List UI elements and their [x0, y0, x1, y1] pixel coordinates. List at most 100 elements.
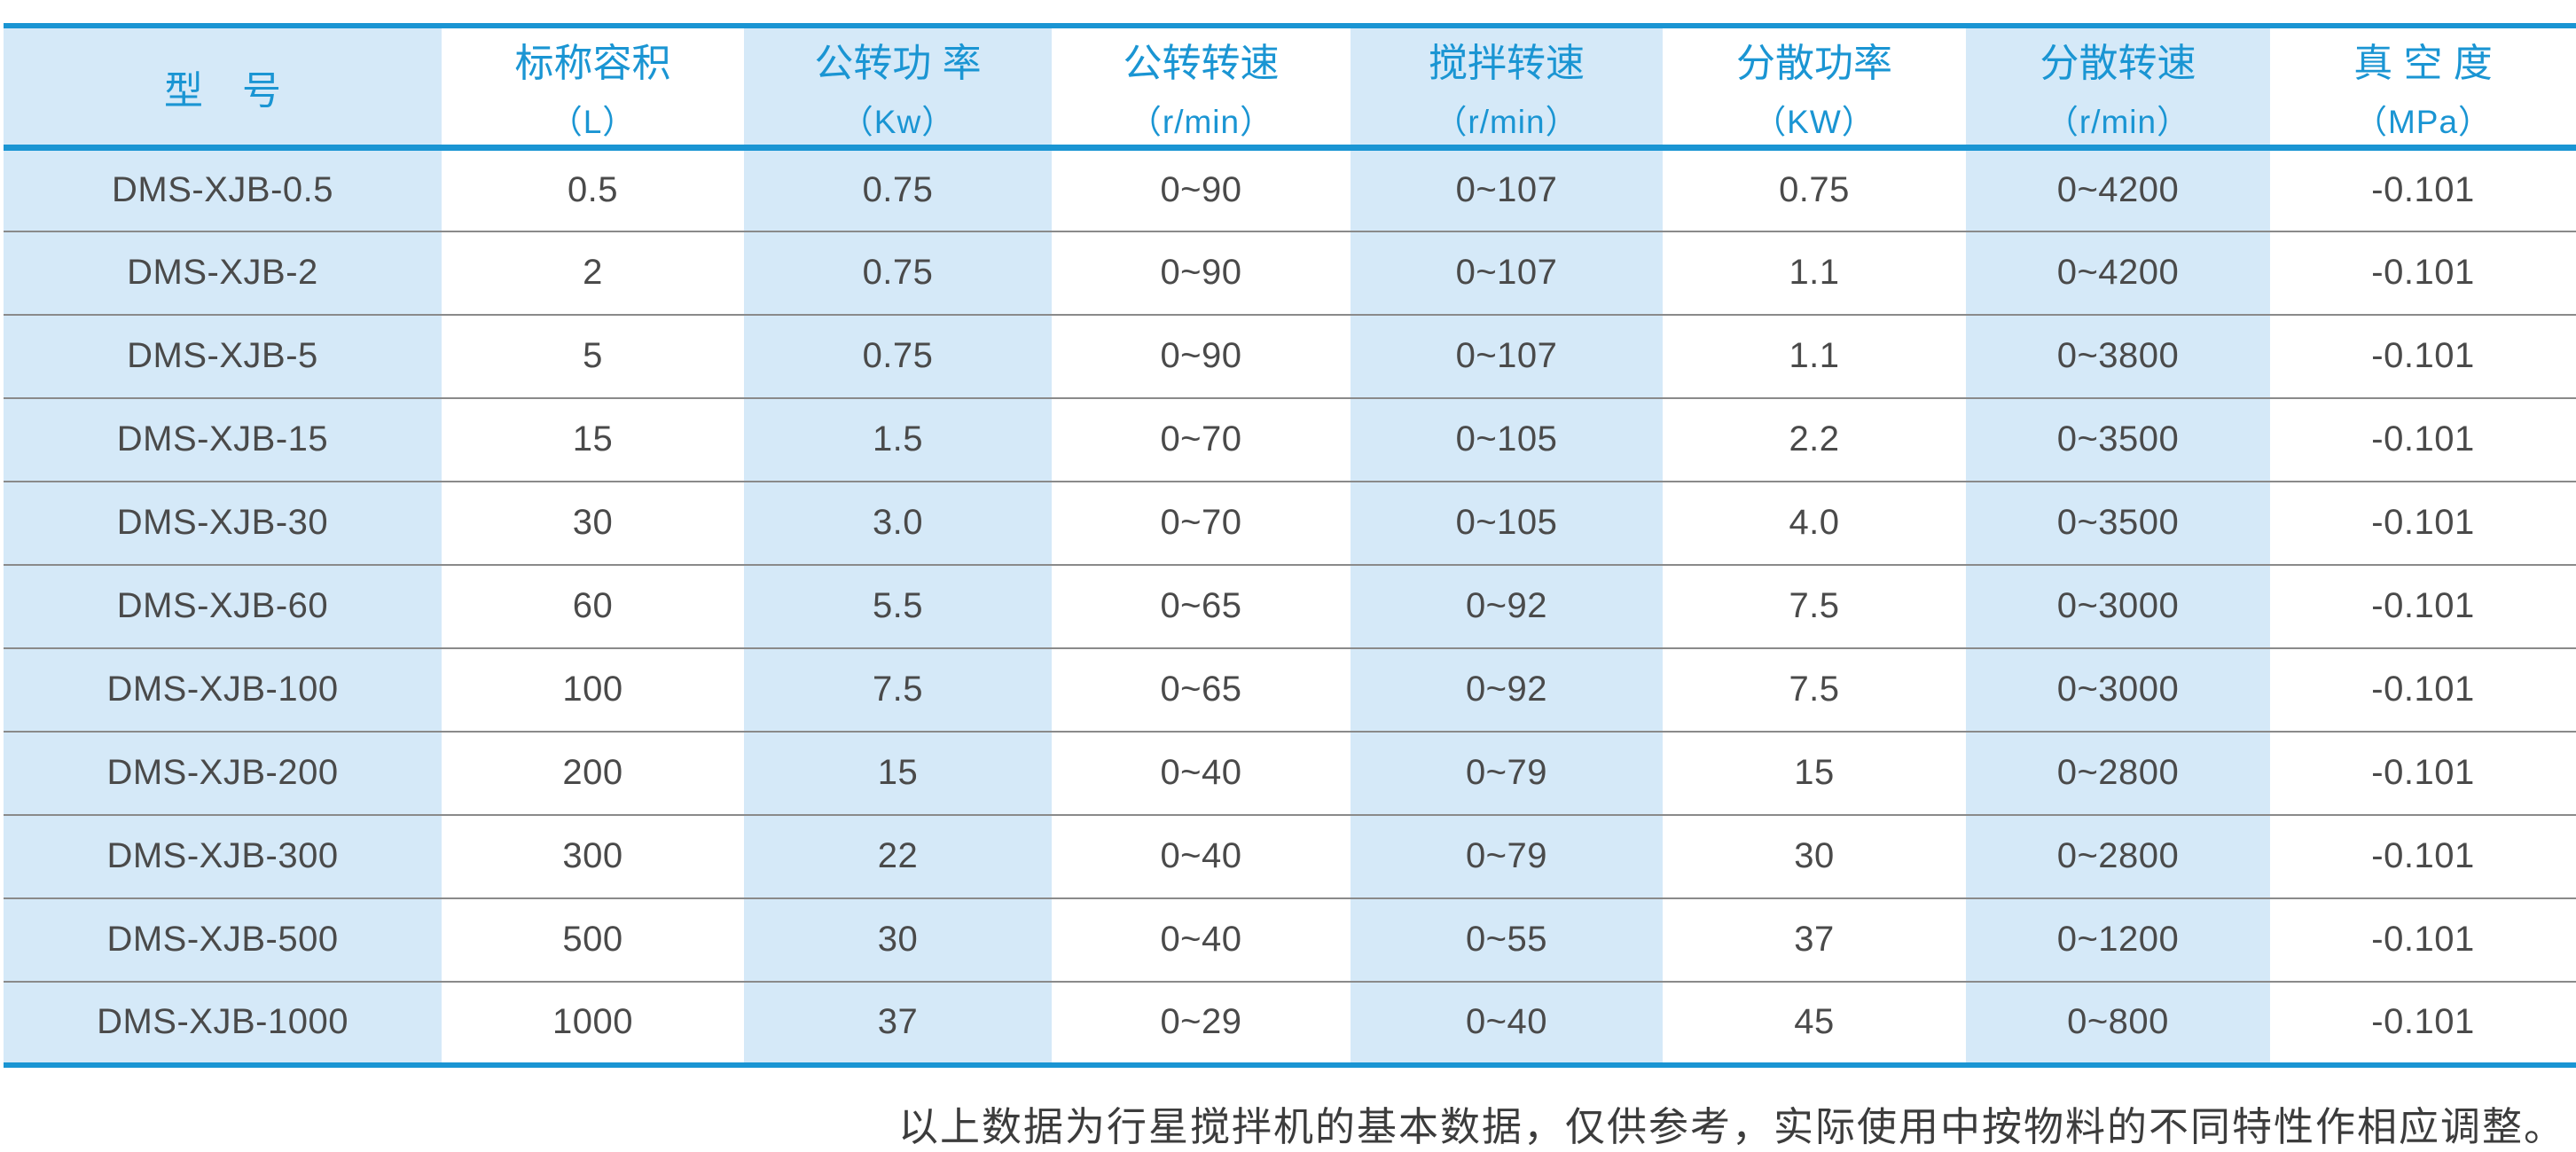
value-cell: 0~29	[1052, 981, 1351, 1065]
table-body: DMS-XJB-0.5 0.5 0.75 0~90 0~107 0.75 0~4200 -0.…	[4, 147, 2576, 1065]
value-cell: 60	[442, 564, 744, 648]
mixer-spec-table: 型 号 标称容积 （L） 公转功 率 （Kw） 公转转速 （r/min） 搅拌转速 （r/min…	[4, 23, 2576, 1068]
value-cell: 3.0	[744, 481, 1052, 565]
column-unit: （r/min）	[1128, 103, 1274, 140]
value-cell: 7.5	[1663, 564, 1966, 648]
column-unit: （r/min）	[2045, 103, 2191, 140]
value-cell: 0~105	[1351, 481, 1663, 565]
model-cell: DMS-XJB-300	[4, 814, 442, 898]
value-cell: 0~107	[1351, 231, 1663, 315]
value-cell: 22	[744, 814, 1052, 898]
column-unit: （L）	[549, 103, 637, 140]
table-row-DMS-XJB-15: DMS-XJB-15 15 1.5 0~70 0~105 2.2 0~3500 -0.101	[4, 397, 2576, 482]
column-header-1: 标称容积 （L）	[442, 26, 744, 148]
value-cell: -0.101	[2270, 981, 2576, 1065]
value-cell: 500	[442, 897, 744, 982]
model-cell: DMS-XJB-500	[4, 897, 442, 982]
value-cell: 0~90	[1052, 231, 1351, 315]
value-cell: -0.101	[2270, 314, 2576, 398]
model-cell: DMS-XJB-1000	[4, 981, 442, 1065]
column-title: 真 空 度	[2353, 41, 2493, 85]
value-cell: 1.1	[1663, 314, 1966, 398]
value-cell: 4.0	[1663, 481, 1966, 565]
value-cell: 1000	[442, 981, 744, 1065]
value-cell: 0~40	[1351, 981, 1663, 1065]
value-cell: 0~3500	[1966, 481, 2270, 565]
value-cell: 0~55	[1351, 897, 1663, 982]
model-cell: DMS-XJB-100	[4, 647, 442, 732]
value-cell: 0~70	[1052, 397, 1351, 482]
value-cell: 0~3500	[1966, 397, 2270, 482]
table-row-DMS-XJB-1000: DMS-XJB-1000 1000 37 0~29 0~40 45 0~800 -0.101	[4, 981, 2576, 1065]
column-header-4: 搅拌转速 （r/min）	[1351, 26, 1663, 148]
value-cell: -0.101	[2270, 564, 2576, 648]
value-cell: 300	[442, 814, 744, 898]
value-cell: 0~3000	[1966, 647, 2270, 732]
value-cell: 0~1200	[1966, 897, 2270, 982]
value-cell: 0~2800	[1966, 814, 2270, 898]
model-cell: DMS-XJB-200	[4, 731, 442, 815]
column-header-0: 型 号	[4, 26, 442, 148]
header-row: 型 号 标称容积 （L） 公转功 率 （Kw） 公转转速 （r/min） 搅拌转速 （r/min…	[4, 26, 2576, 148]
value-cell: 1.5	[744, 397, 1052, 482]
footer-note: 以上数据为行星搅拌机的基本数据，仅供参考，实际使用中按物料的不同特性作相应调整。	[897, 1102, 2565, 1150]
value-cell: 30	[744, 897, 1052, 982]
value-cell: -0.101	[2270, 647, 2576, 732]
column-unit: （MPa）	[2353, 103, 2493, 140]
value-cell: 100	[442, 647, 744, 732]
value-cell: 0~2800	[1966, 731, 2270, 815]
column-title: 标称容积	[514, 41, 671, 85]
model-cell: DMS-XJB-0.5	[4, 147, 442, 231]
table-row-DMS-XJB-300: DMS-XJB-300 300 22 0~40 0~79 30 0~2800 -0.101	[4, 814, 2576, 898]
value-cell: 5.5	[744, 564, 1052, 648]
value-cell: 30	[1663, 814, 1966, 898]
value-cell: 0.75	[744, 147, 1052, 231]
value-cell: 0~92	[1351, 647, 1663, 732]
table-header: 型 号 标称容积 （L） 公转功 率 （Kw） 公转转速 （r/min） 搅拌转速 （r/min…	[4, 26, 2576, 148]
column-title: 分散功率	[1736, 41, 1892, 85]
column-title: 公转功 率	[814, 41, 982, 85]
value-cell: 2	[442, 231, 744, 315]
value-cell: 5	[442, 314, 744, 398]
table-row-DMS-XJB-60: DMS-XJB-60 60 5.5 0~65 0~92 7.5 0~3000 -0.101	[4, 564, 2576, 648]
column-header-3: 公转转速 （r/min）	[1052, 26, 1351, 148]
value-cell: 15	[744, 731, 1052, 815]
value-cell: -0.101	[2270, 731, 2576, 815]
column-unit: （Kw）	[840, 103, 956, 140]
column-header-2: 公转功 率 （Kw）	[744, 26, 1052, 148]
value-cell: 0.75	[744, 314, 1052, 398]
model-cell: DMS-XJB-5	[4, 314, 442, 398]
value-cell: 45	[1663, 981, 1966, 1065]
value-cell: 200	[442, 731, 744, 815]
model-cell: DMS-XJB-60	[4, 564, 442, 648]
column-title: 分散转速	[2040, 41, 2196, 85]
column-header-5: 分散功率 （KW）	[1663, 26, 1966, 148]
column-title: 搅拌转速	[1429, 41, 1585, 85]
value-cell: 15	[1663, 731, 1966, 815]
column-header-7: 真 空 度 （MPa）	[2270, 26, 2576, 148]
value-cell: -0.101	[2270, 481, 2576, 565]
value-cell: 15	[442, 397, 744, 482]
value-cell: -0.101	[2270, 897, 2576, 982]
value-cell: 0~65	[1052, 564, 1351, 648]
value-cell: 30	[442, 481, 744, 565]
table-row-DMS-XJB-100: DMS-XJB-100 100 7.5 0~65 0~92 7.5 0~3000 -0.101	[4, 647, 2576, 732]
model-cell: DMS-XJB-15	[4, 397, 442, 482]
value-cell: 7.5	[1663, 647, 1966, 732]
column-title: 公转转速	[1123, 41, 1280, 85]
value-cell: -0.101	[2270, 231, 2576, 315]
value-cell: 2.2	[1663, 397, 1966, 482]
value-cell: 37	[744, 981, 1052, 1065]
value-cell: 0~107	[1351, 314, 1663, 398]
table-row-DMS-XJB-200: DMS-XJB-200 200 15 0~40 0~79 15 0~2800 -0.101	[4, 731, 2576, 815]
value-cell: 0~92	[1351, 564, 1663, 648]
value-cell: 0~40	[1052, 897, 1351, 982]
column-header-6: 分散转速 （r/min）	[1966, 26, 2270, 148]
value-cell: 0~4200	[1966, 231, 2270, 315]
value-cell: 0~65	[1052, 647, 1351, 732]
table-row-DMS-XJB-30: DMS-XJB-30 30 3.0 0~70 0~105 4.0 0~3500 -0.101	[4, 481, 2576, 565]
value-cell: 0~3000	[1966, 564, 2270, 648]
value-cell: 7.5	[744, 647, 1052, 732]
value-cell: 0~79	[1351, 814, 1663, 898]
